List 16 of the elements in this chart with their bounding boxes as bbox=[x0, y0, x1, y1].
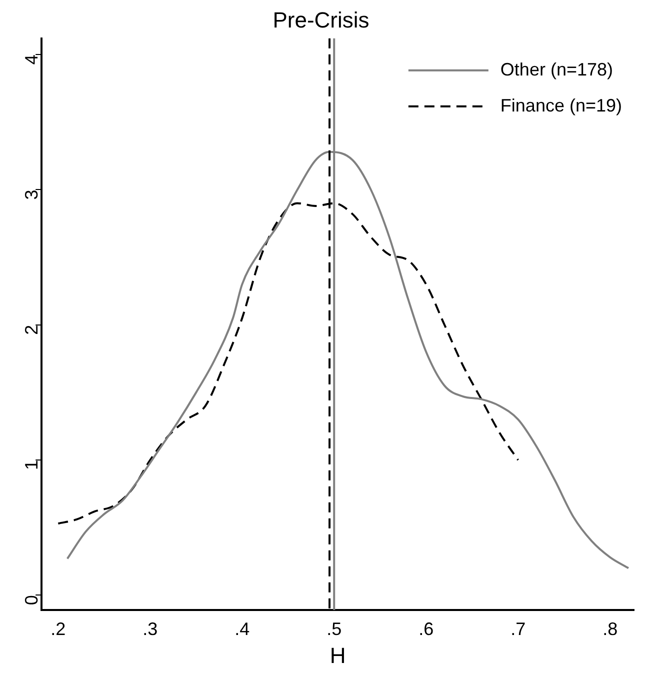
x-tick-label: .5 bbox=[326, 618, 342, 639]
y-tick-label: 0 bbox=[22, 595, 42, 606]
x-axis-title: H bbox=[330, 642, 346, 668]
x-tick-label: .4 bbox=[234, 618, 250, 639]
x-tick-label: .7 bbox=[510, 618, 526, 639]
x-tick-label: .6 bbox=[418, 618, 434, 639]
legend-label: Other (n=178) bbox=[500, 59, 613, 80]
x-tick-label: .3 bbox=[142, 618, 158, 639]
y-tick-label: 4 bbox=[22, 54, 42, 65]
x-tick-label: .8 bbox=[602, 618, 618, 639]
y-tick-label: 2 bbox=[22, 324, 42, 335]
legend-label: Finance (n=19) bbox=[500, 95, 622, 116]
chart-title: Pre-Crisis bbox=[272, 7, 370, 32]
y-tick-label: 3 bbox=[22, 190, 42, 200]
y-tick-label: 1 bbox=[22, 460, 42, 470]
x-tick-label: .2 bbox=[50, 618, 66, 639]
